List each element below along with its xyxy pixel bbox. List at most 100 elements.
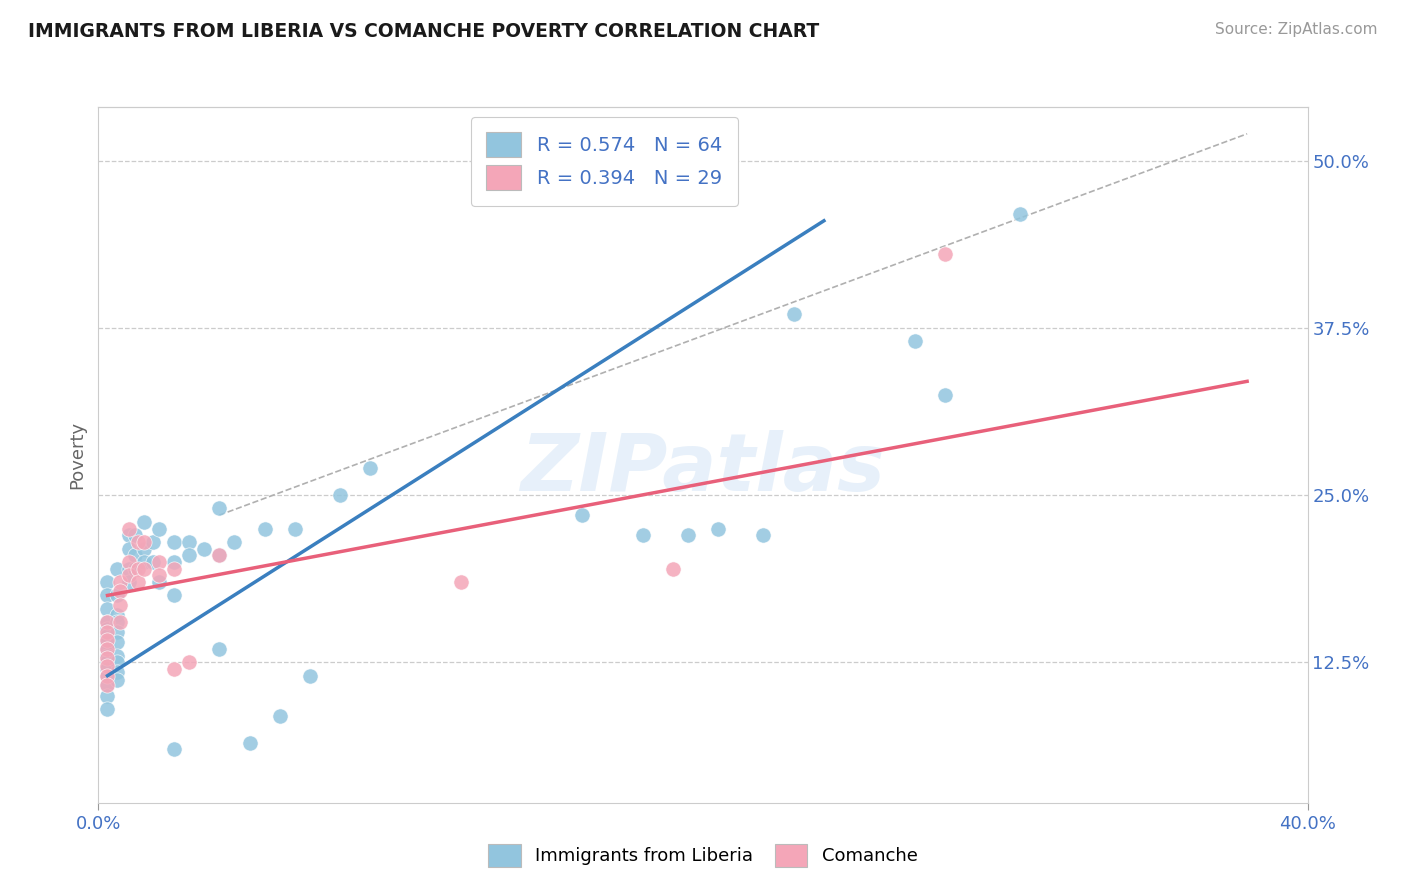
Legend: R = 0.574   N = 64, R = 0.394   N = 29: R = 0.574 N = 64, R = 0.394 N = 29 (471, 117, 738, 206)
Point (105, 589, 128, 603)
Point (163, 662, 186, 676)
Point (96, 635, 118, 649)
Point (96, 662, 118, 676)
Point (124, 528, 146, 542)
Point (253, 521, 276, 535)
Point (752, 528, 775, 542)
Point (96, 669, 118, 683)
Point (105, 635, 128, 649)
Point (148, 575, 170, 590)
Point (132, 555, 155, 569)
Text: ZIPatlas: ZIPatlas (520, 430, 886, 508)
Point (269, 708, 291, 723)
Point (105, 665, 128, 679)
Point (108, 615, 131, 630)
Point (224, 535, 246, 549)
Text: IMMIGRANTS FROM LIBERIA VS COMANCHE POVERTY CORRELATION CHART: IMMIGRANTS FROM LIBERIA VS COMANCHE POVE… (28, 22, 820, 41)
Point (148, 555, 170, 569)
Point (571, 508, 593, 523)
Point (96, 651, 118, 665)
Point (96, 669, 118, 683)
Point (179, 548, 201, 563)
Point (118, 528, 141, 542)
Point (118, 562, 141, 576)
Point (96, 615, 118, 630)
Legend: Immigrants from Liberia, Comanche: Immigrants from Liberia, Comanche (481, 837, 925, 874)
Point (105, 655, 128, 669)
Point (105, 608, 128, 623)
Point (208, 548, 231, 563)
Point (934, 247, 956, 261)
Point (148, 568, 170, 582)
Point (96, 702, 118, 716)
Point (208, 642, 231, 657)
Point (118, 521, 141, 535)
Point (163, 555, 186, 569)
Point (118, 575, 141, 590)
Point (132, 535, 155, 549)
Point (124, 548, 146, 563)
Point (105, 673, 128, 687)
Point (118, 555, 141, 569)
Point (132, 515, 155, 529)
Point (783, 307, 806, 322)
Point (96, 678, 118, 692)
Point (284, 521, 307, 535)
Point (118, 541, 141, 556)
Text: Source: ZipAtlas.com: Source: ZipAtlas.com (1215, 22, 1378, 37)
Point (208, 501, 231, 516)
Point (208, 548, 231, 563)
Y-axis label: Poverty: Poverty (69, 421, 87, 489)
Point (163, 742, 186, 756)
Point (108, 584, 131, 599)
Point (142, 555, 165, 569)
Point (179, 535, 201, 549)
Point (96, 689, 118, 703)
Point (676, 528, 699, 542)
Point (132, 541, 155, 556)
Point (96, 642, 118, 657)
Point (179, 655, 201, 669)
Point (105, 615, 128, 630)
Point (96, 642, 118, 657)
Point (105, 648, 128, 663)
Point (96, 678, 118, 692)
Point (108, 575, 131, 590)
Point (239, 735, 262, 749)
Point (96, 589, 118, 603)
Point (96, 632, 118, 647)
Point (96, 615, 118, 630)
Point (631, 528, 654, 542)
Point (96, 628, 118, 642)
Point (108, 598, 131, 612)
Point (127, 562, 149, 576)
Point (132, 562, 155, 576)
Point (329, 488, 352, 502)
Point (934, 387, 956, 401)
Point (142, 535, 165, 549)
Point (163, 589, 186, 603)
Point (707, 521, 730, 535)
Point (193, 541, 215, 556)
Point (96, 648, 118, 663)
Point (96, 575, 118, 590)
Point (163, 562, 186, 576)
Point (662, 562, 685, 576)
Point (299, 669, 322, 683)
Point (96, 659, 118, 673)
Point (360, 461, 382, 475)
Point (105, 562, 128, 576)
Point (148, 521, 170, 535)
Point (118, 568, 141, 582)
Point (96, 622, 118, 636)
Point (127, 575, 149, 590)
Point (450, 575, 472, 590)
Point (105, 624, 128, 639)
Point (163, 535, 186, 549)
Point (124, 562, 146, 576)
Point (1010, 207, 1032, 221)
Point (96, 624, 118, 639)
Point (96, 655, 118, 669)
Point (96, 602, 118, 616)
Point (127, 535, 149, 549)
